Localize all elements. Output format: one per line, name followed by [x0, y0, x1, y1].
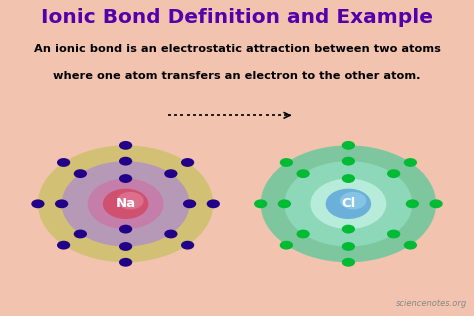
Circle shape	[183, 199, 196, 208]
Circle shape	[284, 161, 412, 246]
Circle shape	[297, 229, 310, 238]
Circle shape	[278, 199, 291, 208]
Circle shape	[57, 241, 70, 250]
Circle shape	[342, 174, 355, 183]
Circle shape	[342, 157, 355, 166]
Circle shape	[119, 141, 132, 150]
Circle shape	[387, 169, 400, 178]
Circle shape	[119, 225, 132, 234]
Text: where one atom transfers an electron to the other atom.: where one atom transfers an electron to …	[53, 71, 421, 81]
Circle shape	[280, 241, 293, 250]
Circle shape	[429, 199, 443, 208]
Circle shape	[117, 192, 144, 210]
Text: sciencenotes.org: sciencenotes.org	[396, 299, 467, 308]
Circle shape	[326, 189, 371, 219]
Circle shape	[342, 141, 355, 150]
Circle shape	[404, 158, 417, 167]
Circle shape	[254, 199, 267, 208]
Circle shape	[62, 161, 190, 246]
Circle shape	[181, 241, 194, 250]
Text: Na: Na	[116, 197, 136, 210]
Circle shape	[119, 174, 132, 183]
Circle shape	[342, 242, 355, 251]
Text: Ionic Bond Definition and Example: Ionic Bond Definition and Example	[41, 8, 433, 27]
Circle shape	[119, 242, 132, 251]
Circle shape	[55, 199, 68, 208]
Circle shape	[342, 225, 355, 234]
Circle shape	[261, 145, 436, 262]
Circle shape	[181, 158, 194, 167]
Circle shape	[164, 229, 177, 238]
Text: Cl: Cl	[341, 197, 356, 210]
Circle shape	[280, 158, 293, 167]
Circle shape	[340, 192, 366, 210]
Circle shape	[342, 258, 355, 267]
Circle shape	[297, 169, 310, 178]
Circle shape	[88, 179, 164, 229]
Circle shape	[406, 199, 419, 208]
Circle shape	[387, 229, 400, 238]
Circle shape	[164, 169, 177, 178]
Circle shape	[31, 199, 45, 208]
Circle shape	[57, 158, 70, 167]
Text: An ionic bond is an electrostatic attraction between two atoms: An ionic bond is an electrostatic attrac…	[34, 44, 440, 54]
Circle shape	[119, 258, 132, 267]
Circle shape	[103, 189, 148, 219]
Circle shape	[74, 169, 87, 178]
Circle shape	[38, 145, 213, 262]
Circle shape	[310, 179, 386, 229]
Circle shape	[74, 229, 87, 238]
Circle shape	[119, 157, 132, 166]
Circle shape	[404, 241, 417, 250]
Circle shape	[207, 199, 220, 208]
